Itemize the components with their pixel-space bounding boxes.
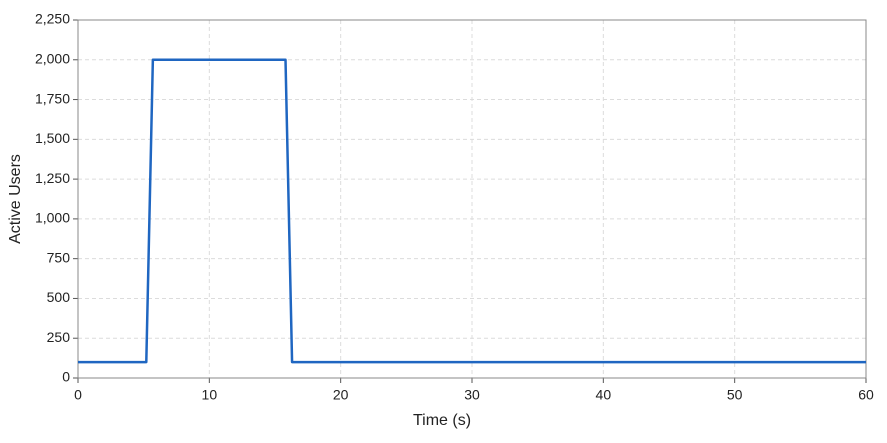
y-tick-label: 1,750 bbox=[35, 90, 70, 106]
x-tick-label: 60 bbox=[858, 387, 874, 403]
y-tick-label: 1,500 bbox=[35, 130, 70, 146]
y-tick-label: 500 bbox=[47, 289, 71, 305]
y-tick-label: 1,000 bbox=[35, 210, 70, 226]
x-tick-label: 40 bbox=[596, 387, 612, 403]
x-tick-label: 20 bbox=[333, 387, 349, 403]
y-axis-label: Active Users bbox=[7, 154, 24, 244]
data-line bbox=[78, 58, 866, 364]
y-tick-label: 250 bbox=[47, 329, 71, 345]
x-tick-label: 10 bbox=[202, 387, 218, 403]
x-tick-label: 30 bbox=[464, 387, 480, 403]
y-tick-label: 2,250 bbox=[35, 11, 70, 27]
x-axis-label: Time (s) bbox=[413, 412, 471, 429]
plot-frame bbox=[77, 19, 867, 379]
y-tick-label: 1,250 bbox=[35, 170, 70, 186]
y-tick-label: 2,000 bbox=[35, 50, 70, 66]
x-tick-label: 0 bbox=[74, 387, 82, 403]
y-tick-label: 750 bbox=[47, 249, 71, 265]
x-tick-label: 50 bbox=[727, 387, 743, 403]
y-tick-label: 0 bbox=[62, 369, 70, 385]
